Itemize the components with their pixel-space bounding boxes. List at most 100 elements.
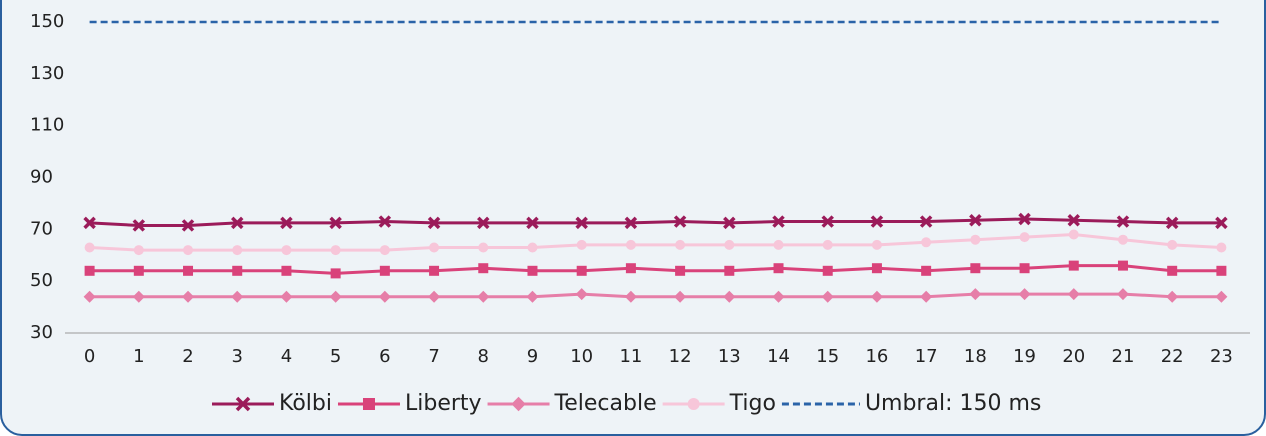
- x-tick-label: 23: [1210, 346, 1233, 367]
- x-tick-label: 18: [964, 346, 987, 367]
- marker: [1018, 212, 1031, 226]
- marker: [724, 265, 735, 276]
- x-tick-label: 13: [718, 346, 741, 367]
- marker-stroke: [575, 216, 588, 230]
- marker: [230, 216, 244, 230]
- marker: [576, 265, 587, 276]
- marker: [624, 216, 638, 230]
- marker: [673, 215, 687, 228]
- marker-stroke: [723, 216, 736, 230]
- x-tick-label: 4: [281, 346, 292, 367]
- marker: [687, 398, 700, 410]
- series-line: [89, 217, 1222, 227]
- marker: [280, 216, 293, 230]
- marker: [526, 216, 539, 230]
- marker: [870, 215, 884, 228]
- marker: [1117, 234, 1128, 245]
- marker: [773, 239, 784, 250]
- marker: [772, 215, 785, 228]
- marker: [970, 263, 981, 274]
- y-tick-label: 110: [30, 115, 64, 136]
- marker-stroke: [1165, 216, 1179, 230]
- marker: [235, 396, 251, 412]
- marker: [871, 263, 882, 274]
- marker: [232, 265, 243, 276]
- marker: [1117, 260, 1128, 271]
- marker: [83, 290, 96, 303]
- y-tick-label: 130: [30, 63, 64, 84]
- marker: [329, 290, 342, 303]
- marker-stroke: [280, 216, 293, 230]
- marker: [329, 216, 342, 230]
- x-tick-label: 6: [379, 346, 390, 367]
- marker-stroke: [673, 215, 687, 228]
- marker-stroke: [1215, 216, 1228, 230]
- marker: [83, 216, 96, 230]
- marker-stroke: [969, 214, 982, 227]
- marker-stroke: [427, 216, 441, 230]
- marker: [132, 219, 146, 232]
- marker: [330, 268, 341, 279]
- marker: [1116, 288, 1129, 301]
- marker: [280, 290, 293, 303]
- marker: [1167, 265, 1178, 276]
- x-tick-label: 20: [1062, 346, 1085, 367]
- marker: [511, 396, 526, 412]
- marker: [674, 290, 687, 303]
- marker: [576, 239, 587, 250]
- marker: [526, 290, 539, 303]
- marker: [362, 398, 375, 410]
- marker: [969, 214, 982, 227]
- marker: [84, 242, 95, 253]
- marker: [675, 239, 686, 250]
- marker-stroke: [526, 216, 539, 230]
- marker: [281, 245, 292, 256]
- marker: [1018, 288, 1031, 301]
- marker-stroke: [772, 215, 785, 228]
- marker: [822, 265, 833, 276]
- marker-stroke: [181, 219, 195, 232]
- x-tick-label: 12: [669, 346, 692, 367]
- legend-label: Telecable: [554, 391, 657, 416]
- legend-label: Liberty: [405, 391, 482, 416]
- marker: [919, 215, 933, 228]
- x-tick-label: 22: [1161, 346, 1184, 367]
- marker: [1067, 288, 1080, 301]
- marker-stroke: [132, 219, 146, 232]
- marker: [1215, 290, 1228, 303]
- marker: [1067, 214, 1081, 227]
- marker: [429, 242, 440, 253]
- marker: [378, 215, 392, 228]
- marker: [1215, 216, 1228, 230]
- legend-label: Umbral: 150 ms: [865, 391, 1041, 416]
- marker: [429, 265, 440, 276]
- marker: [625, 263, 636, 274]
- marker: [1019, 232, 1030, 243]
- marker: [870, 290, 883, 303]
- x-tick-label: 21: [1112, 346, 1135, 367]
- x-tick-label: 16: [865, 346, 888, 367]
- marker: [183, 245, 194, 256]
- y-tick-label: 50: [30, 270, 53, 291]
- marker: [378, 290, 391, 303]
- marker: [575, 288, 588, 301]
- marker: [182, 290, 195, 303]
- marker: [921, 265, 932, 276]
- marker-stroke: [821, 215, 834, 228]
- marker: [477, 290, 490, 303]
- marker: [969, 288, 982, 301]
- marker-stroke: [378, 215, 392, 228]
- x-tick-label: 0: [84, 346, 95, 367]
- x-tick-label: 19: [1013, 346, 1036, 367]
- marker-stroke: [1018, 212, 1031, 226]
- marker-stroke: [919, 215, 933, 228]
- marker: [478, 242, 489, 253]
- marker: [379, 265, 390, 276]
- marker: [1216, 242, 1227, 253]
- marker-stroke: [1067, 214, 1081, 227]
- x-tick-label: 17: [915, 346, 938, 367]
- marker: [822, 239, 833, 250]
- x-tick-label: 11: [619, 346, 642, 367]
- x-tick-label: 8: [478, 346, 489, 367]
